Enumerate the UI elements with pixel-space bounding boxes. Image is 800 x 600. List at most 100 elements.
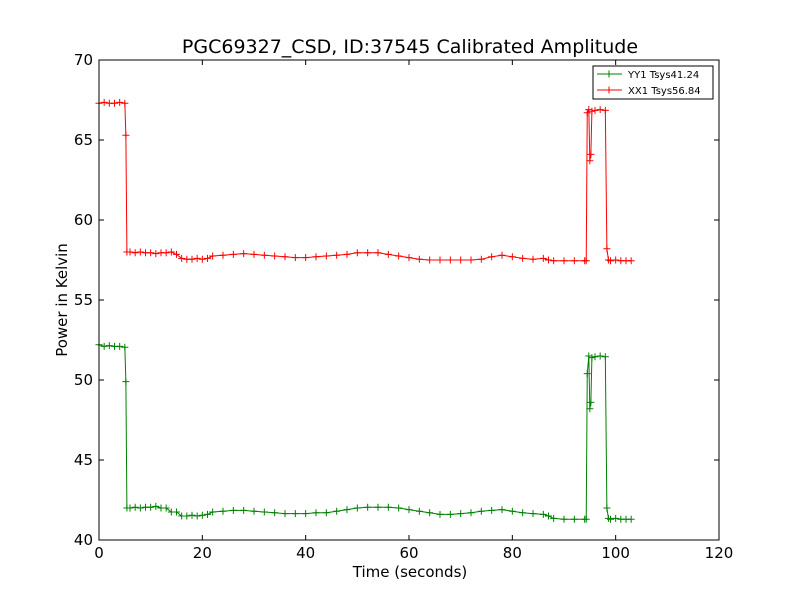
- data-point: [219, 507, 227, 515]
- data-point: [152, 250, 160, 258]
- data-point: [488, 253, 496, 261]
- data-point: [539, 510, 547, 518]
- data-point: [131, 249, 139, 257]
- data-point: [162, 249, 170, 257]
- data-point: [312, 253, 320, 261]
- data-point: [152, 502, 160, 510]
- data-point: [204, 254, 211, 262]
- data-point: [436, 256, 444, 264]
- data-point: [209, 252, 217, 260]
- legend-marker: [605, 70, 613, 78]
- data-point: [193, 254, 201, 262]
- data-point: [477, 255, 485, 263]
- data-point: [204, 510, 211, 518]
- data-point: [570, 257, 578, 265]
- legend-label: XX1 Tsys56.84: [628, 86, 701, 97]
- data-point: [240, 506, 248, 514]
- x-tick-label: 0: [94, 544, 104, 562]
- data-point: [446, 510, 454, 518]
- data-point: [291, 510, 299, 518]
- data-point: [446, 256, 454, 264]
- x-tick-label: 120: [705, 544, 734, 562]
- legend-label: YY1 Tsys41.24: [627, 70, 699, 81]
- data-point: [131, 503, 139, 511]
- data-point: [436, 510, 444, 518]
- data-point: [583, 109, 591, 117]
- data-point: [250, 250, 258, 258]
- data-point: [457, 510, 465, 518]
- data-point: [229, 250, 237, 258]
- data-point: [173, 250, 180, 258]
- legend-marker: [605, 86, 613, 94]
- data-point: [607, 257, 614, 265]
- data-point: [545, 512, 552, 520]
- data-point: [498, 251, 506, 259]
- data-point: [198, 511, 206, 519]
- y-tick-label: 60: [74, 211, 93, 229]
- chart-title: PGC69327_CSD, ID:37545 Calibrated Amplit…: [182, 36, 638, 58]
- data-point: [312, 509, 320, 517]
- data-point: [519, 254, 527, 262]
- data-point: [302, 510, 310, 518]
- data-point: [281, 510, 289, 518]
- data-point: [601, 353, 609, 361]
- data-point: [126, 248, 134, 256]
- data-point: [364, 503, 372, 511]
- data-point: [384, 250, 392, 258]
- data-point: [173, 508, 180, 516]
- data-point: [111, 99, 118, 107]
- series-2: [95, 98, 635, 265]
- data-point: [603, 245, 611, 253]
- data-point: [198, 255, 206, 263]
- data-point: [333, 507, 341, 515]
- data-point: [550, 514, 558, 522]
- data-point: [100, 342, 108, 350]
- y-tick-label: 55: [74, 291, 93, 309]
- data-point: [121, 99, 129, 107]
- data-point: [136, 248, 144, 256]
- data-point: [508, 507, 516, 515]
- data-point: [167, 248, 175, 256]
- data-point: [426, 509, 434, 517]
- data-point: [467, 509, 475, 517]
- data-point: [178, 254, 186, 262]
- data-point: [250, 507, 258, 515]
- data-point: [395, 252, 403, 260]
- data-point: [612, 256, 620, 264]
- data-point: [162, 504, 170, 512]
- data-point: [116, 98, 124, 106]
- data-point: [612, 514, 620, 522]
- y-axis-label: Power in Kelvin: [53, 243, 71, 357]
- x-tick-label: 80: [503, 544, 522, 562]
- data-point: [188, 255, 196, 263]
- data-point: [591, 106, 599, 114]
- data-point: [583, 370, 591, 378]
- data-point: [343, 250, 351, 258]
- data-point: [322, 509, 330, 517]
- data-point: [183, 512, 191, 520]
- data-point: [405, 506, 413, 514]
- data-point: [587, 150, 595, 158]
- data-point: [260, 251, 268, 259]
- data-point: [209, 508, 217, 516]
- data-point: [374, 503, 382, 511]
- data-point: [405, 254, 413, 262]
- data-point: [596, 106, 604, 114]
- data-point: [121, 343, 129, 351]
- data-point: [271, 509, 279, 517]
- data-point: [353, 504, 361, 512]
- legend: YY1 Tsys41.24 XX1 Tsys56.84: [592, 65, 714, 100]
- data-point: [147, 249, 155, 257]
- data-point: [415, 255, 423, 263]
- y-tick-label: 70: [74, 51, 93, 69]
- data-point: [539, 254, 547, 262]
- data-point: [302, 254, 310, 262]
- data-point: [627, 257, 635, 265]
- data-point: [560, 257, 568, 265]
- data-point: [596, 352, 604, 360]
- data-point: [415, 507, 423, 515]
- data-point: [588, 107, 596, 115]
- data-point: [147, 503, 155, 511]
- x-tick-label: 60: [399, 544, 418, 562]
